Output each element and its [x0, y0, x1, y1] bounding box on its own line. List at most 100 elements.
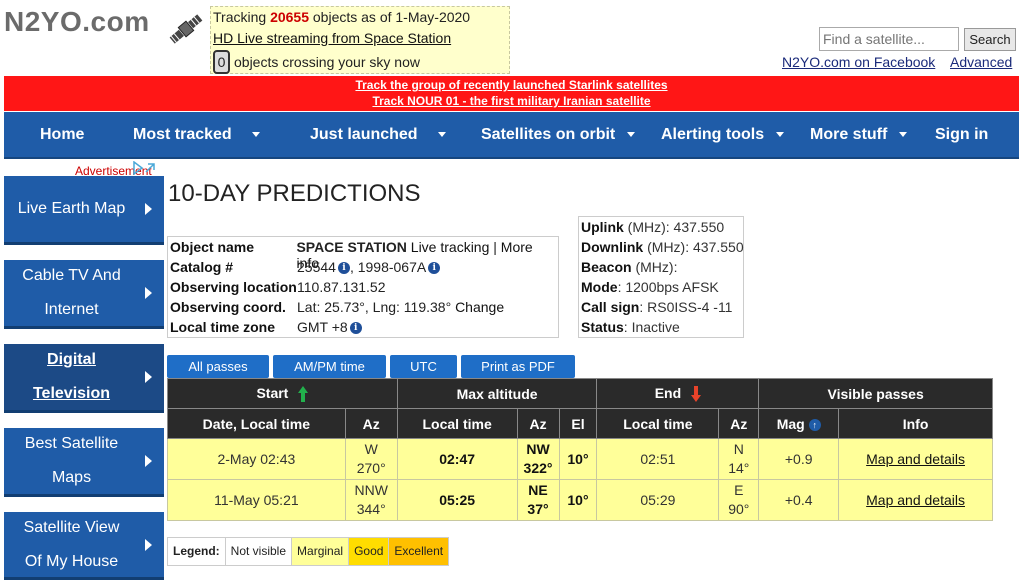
- advanced-search-link[interactable]: Advanced: [950, 54, 1013, 70]
- sidebar-item-label: Satellite View: [23, 518, 120, 536]
- satellite-logo-icon: [169, 14, 203, 44]
- observing-location-row: Observing location 110.87.131.52: [170, 279, 386, 295]
- arrow-down-icon: [691, 386, 702, 403]
- all-passes-button[interactable]: All passes: [167, 355, 269, 378]
- mode-row: Mode: 1200bps AFSK: [581, 279, 719, 295]
- col-az: Az: [516, 408, 560, 439]
- chevron-down-icon: [437, 132, 446, 138]
- more-info-link[interactable]: More info: [296, 239, 533, 271]
- column-header-row: Date, Local time Az Local time Az El Loc…: [167, 408, 993, 439]
- live-tracking-link[interactable]: Live tracking: [410, 239, 490, 255]
- tracking-count-line: Tracking 20655 objects as of 1-May-2020: [213, 9, 471, 25]
- table-row: 2-May 02:43 W 270° 02:47 NW 322° 10° 02:51…: [167, 438, 993, 480]
- sidebar-item-label: Of My House: [24, 552, 119, 570]
- sidebar-item-label: Live Earth Map: [17, 200, 126, 217]
- change-location-link[interactable]: Change: [455, 299, 505, 315]
- col-el: El: [558, 408, 598, 439]
- sidebar-cable-tv[interactable]: Cable TV And Internet: [4, 260, 164, 329]
- col-info: Info: [838, 408, 993, 439]
- tracking-count: 20655: [270, 9, 309, 25]
- satellite-search-input[interactable]: [819, 27, 959, 51]
- sidebar-item-label: Digital: [47, 351, 96, 368]
- col-local-time: Local time: [396, 408, 518, 439]
- sidebar-digital-television[interactable]: Digital Television: [4, 344, 164, 413]
- info-icon[interactable]: i: [349, 322, 362, 335]
- crossing-text: objects crossing your sky now: [234, 54, 420, 70]
- legend-label: Legend:: [168, 538, 226, 565]
- utc-button[interactable]: UTC: [390, 355, 457, 378]
- info-icon[interactable]: i: [337, 262, 350, 275]
- predictions-table: Start Max altitude End Visible passes Da…: [167, 378, 993, 521]
- legend-marginal: Marginal: [292, 538, 350, 565]
- catalog-row: Catalog # 25544 i, 1998-067A i: [170, 259, 441, 279]
- announcement-bar: Track the group of recently launched Sta…: [4, 76, 1019, 111]
- object-name-row: Object name SPACE STATION Live tracking …: [170, 239, 533, 271]
- arrow-right-icon: [145, 203, 152, 215]
- sidebar-item-label: Best Satellite: [24, 435, 119, 452]
- facebook-link[interactable]: N2YO.com on Facebook: [782, 54, 936, 70]
- sidebar-item-label: Maps: [51, 469, 92, 486]
- legend-good: Good: [349, 538, 390, 565]
- nav-alerting-tools[interactable]: Alerting tools: [661, 126, 785, 144]
- max-altitude-header: Max altitude: [396, 378, 598, 409]
- visible-passes-header: Visible passes: [758, 378, 993, 409]
- print-pdf-button[interactable]: Print as PDF: [461, 355, 575, 378]
- nour-link[interactable]: Track NOUR 01 - the first military Irani…: [372, 94, 651, 108]
- adchoices-icon[interactable]: [132, 161, 162, 175]
- map-details-link[interactable]: Map and details: [866, 491, 965, 508]
- sidebar-live-earth-map[interactable]: Live Earth Map: [4, 176, 164, 245]
- object-name: SPACE STATION: [296, 239, 407, 255]
- col-date: Date, Local time: [167, 408, 346, 439]
- object-info-box: Object name SPACE STATION Live tracking …: [167, 236, 559, 338]
- site-logo[interactable]: N2YO.com: [4, 6, 150, 37]
- crossing-line: 0 objects crossing your sky now: [213, 50, 420, 74]
- nav-more-stuff[interactable]: More stuff: [810, 126, 908, 144]
- uplink-row: Uplink (MHz): 437.550: [581, 219, 725, 235]
- tracking-info-box: Tracking 20655 objects as of 1-May-2020 …: [210, 6, 510, 74]
- sidebar-item-label: Television: [32, 385, 111, 402]
- nav-satellites-on-orbit[interactable]: Satellites on orbit: [481, 126, 636, 144]
- radio-info-box: Uplink (MHz): 437.550 Downlink (MHz): 43…: [578, 216, 744, 338]
- search-button[interactable]: Search: [964, 28, 1016, 51]
- nav-most-tracked[interactable]: Most tracked: [133, 126, 260, 144]
- info-icon[interactable]: i: [428, 262, 441, 275]
- sidebar-satellite-view[interactable]: Satellite View Of My House: [4, 512, 164, 580]
- sidebar-item-label: Internet: [44, 301, 99, 318]
- sort-up-icon[interactable]: ↑: [808, 418, 821, 431]
- nav-sign-in[interactable]: Sign in: [935, 126, 989, 143]
- col-az: Az: [344, 408, 398, 439]
- legend-excellent: Excellent: [389, 538, 449, 565]
- main-nav: Home Most tracked Just launched Satellit…: [4, 112, 1019, 159]
- arrow-right-icon: [145, 287, 152, 299]
- chevron-down-icon: [776, 132, 785, 138]
- timezone-row: Local time zone GMT +8 i: [170, 319, 362, 339]
- hd-live-link[interactable]: HD Live streaming from Space Station: [213, 30, 452, 46]
- col-mag: Mag ↑: [758, 408, 840, 439]
- downlink-row: Downlink (MHz): 437.550: [581, 239, 744, 255]
- arrow-right-icon: [145, 455, 152, 467]
- map-details-link[interactable]: Map and details: [866, 450, 965, 467]
- callsign-row: Call sign: RS0ISS-4 -11: [581, 299, 733, 315]
- col-az: Az: [718, 408, 760, 439]
- observing-coord-row: Observing coord. Lat: 25.73°, Lng: 119.3…: [170, 299, 505, 315]
- visibility-legend: Legend: Not visible Marginal Good Excell…: [167, 537, 450, 566]
- table-row: 11-May 05:21 NNW 344° 05:25 NE 37° 10° 05:…: [167, 479, 993, 521]
- arrow-right-icon: [145, 538, 152, 551]
- sidebar-best-satellite-maps[interactable]: Best Satellite Maps: [4, 428, 164, 497]
- beacon-row: Beacon (MHz):: [581, 259, 678, 275]
- start-header: Start: [167, 378, 398, 409]
- crossing-count: 0: [213, 50, 230, 74]
- end-header: End: [596, 378, 760, 409]
- catalog-number: 25544: [297, 259, 336, 275]
- group-header-row: Start Max altitude End Visible passes: [167, 378, 993, 409]
- nav-just-launched[interactable]: Just launched: [310, 126, 446, 144]
- nav-home[interactable]: Home: [40, 126, 85, 143]
- col-local-time: Local time: [596, 408, 720, 439]
- chevron-down-icon: [627, 132, 636, 138]
- chevron-down-icon: [899, 132, 908, 138]
- ampm-time-button[interactable]: AM/PM time: [273, 355, 386, 378]
- arrow-right-icon: [145, 371, 152, 383]
- starlink-link[interactable]: Track the group of recently launched Sta…: [355, 78, 668, 92]
- advertisement-label: Advertisement: [75, 164, 152, 178]
- page-title: 10-DAY PREDICTIONS: [168, 180, 421, 207]
